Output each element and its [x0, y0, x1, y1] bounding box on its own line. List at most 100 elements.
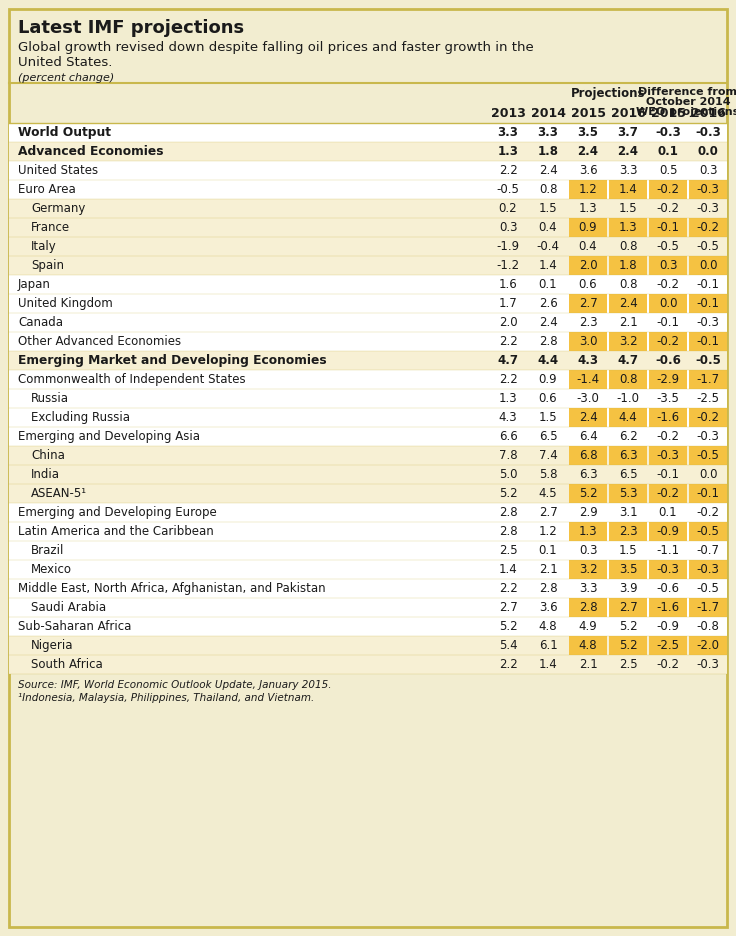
Text: -0.4: -0.4	[537, 240, 559, 253]
Bar	[609, 598, 647, 617]
Bar	[569, 522, 607, 540]
Text: -1.7: -1.7	[696, 601, 720, 614]
Text: -0.8: -0.8	[696, 620, 719, 633]
Bar	[609, 560, 647, 578]
Text: -2.9: -2.9	[657, 373, 679, 386]
Bar	[9, 598, 727, 617]
Text: -0.2: -0.2	[657, 658, 679, 671]
Text: 0.4: 0.4	[578, 240, 598, 253]
Text: 1.2: 1.2	[539, 525, 557, 538]
Bar	[609, 408, 647, 427]
Text: 6.5: 6.5	[539, 430, 557, 443]
Text: -0.2: -0.2	[696, 506, 720, 519]
Text: 4.4: 4.4	[619, 411, 637, 424]
Text: -1.6: -1.6	[657, 601, 679, 614]
Text: 5.2: 5.2	[499, 487, 517, 500]
Text: 4.7: 4.7	[618, 354, 639, 367]
Bar	[609, 370, 647, 388]
Bar	[9, 351, 727, 370]
Text: -0.3: -0.3	[655, 126, 681, 139]
Text: China: China	[31, 449, 65, 462]
Bar	[9, 123, 727, 142]
Text: 4.9: 4.9	[578, 620, 598, 633]
Text: -0.3: -0.3	[696, 202, 719, 215]
Text: 2.0: 2.0	[499, 316, 517, 329]
Text: 0.3: 0.3	[659, 259, 677, 272]
Text: 3.6: 3.6	[578, 164, 598, 177]
Text: 5.2: 5.2	[619, 620, 637, 633]
Text: South Africa: South Africa	[31, 658, 103, 671]
Text: -0.3: -0.3	[657, 563, 679, 576]
Text: 1.5: 1.5	[619, 202, 637, 215]
Bar	[689, 560, 727, 578]
Text: 4.8: 4.8	[578, 639, 598, 652]
Text: 2.4: 2.4	[618, 145, 639, 158]
Text: -0.3: -0.3	[696, 430, 719, 443]
Bar	[9, 275, 727, 294]
Text: 2.2: 2.2	[498, 335, 517, 348]
Text: Projections: Projections	[570, 87, 645, 100]
Text: 5.4: 5.4	[499, 639, 517, 652]
Text: -0.6: -0.6	[657, 582, 679, 595]
Text: 1.7: 1.7	[498, 297, 517, 310]
Text: 2.8: 2.8	[499, 525, 517, 538]
Text: 2.6: 2.6	[539, 297, 557, 310]
Text: -0.5: -0.5	[696, 525, 719, 538]
Text: -0.2: -0.2	[657, 430, 679, 443]
Text: 3.5: 3.5	[578, 126, 598, 139]
Text: -1.9: -1.9	[497, 240, 520, 253]
Bar	[569, 408, 607, 427]
Text: -2.5: -2.5	[657, 639, 679, 652]
Text: 6.2: 6.2	[619, 430, 637, 443]
Text: (percent change): (percent change)	[18, 73, 114, 83]
Text: 6.8: 6.8	[578, 449, 598, 462]
Text: 2.2: 2.2	[498, 164, 517, 177]
Bar	[649, 522, 687, 540]
Text: -0.2: -0.2	[696, 221, 720, 234]
Text: 3.3: 3.3	[537, 126, 559, 139]
Text: October 2014: October 2014	[645, 97, 730, 107]
Text: 6.3: 6.3	[619, 449, 637, 462]
Text: -0.5: -0.5	[657, 240, 679, 253]
Text: -0.3: -0.3	[695, 126, 721, 139]
Bar	[9, 180, 727, 199]
Bar	[609, 332, 647, 350]
Text: Japan: Japan	[18, 278, 51, 291]
Text: -3.0: -3.0	[576, 392, 599, 405]
Bar	[689, 294, 727, 313]
Text: Mexico: Mexico	[31, 563, 72, 576]
Text: -0.5: -0.5	[696, 240, 719, 253]
Text: 3.6: 3.6	[539, 601, 557, 614]
Text: Nigeria: Nigeria	[31, 639, 74, 652]
Bar	[9, 199, 727, 218]
Text: 2016: 2016	[690, 107, 726, 120]
Text: 0.3: 0.3	[578, 544, 597, 557]
Text: -3.5: -3.5	[657, 392, 679, 405]
Text: 2.4: 2.4	[539, 164, 557, 177]
Text: 7.8: 7.8	[499, 449, 517, 462]
Text: -0.5: -0.5	[695, 354, 721, 367]
Text: Brazil: Brazil	[31, 544, 64, 557]
Text: 1.3: 1.3	[499, 392, 517, 405]
Bar	[9, 617, 727, 636]
Text: Excluding Russia: Excluding Russia	[31, 411, 130, 424]
Text: -0.1: -0.1	[696, 278, 720, 291]
Text: 3.2: 3.2	[619, 335, 637, 348]
Bar	[9, 294, 727, 313]
Text: Emerging Market and Developing Economies: Emerging Market and Developing Economies	[18, 354, 327, 367]
Text: 6.6: 6.6	[498, 430, 517, 443]
Text: 2.7: 2.7	[619, 601, 637, 614]
Text: 2.0: 2.0	[578, 259, 598, 272]
Bar	[9, 465, 727, 484]
Text: 0.1: 0.1	[657, 145, 679, 158]
Text: ¹Indonesia, Malaysia, Philippines, Thailand, and Vietnam.: ¹Indonesia, Malaysia, Philippines, Thail…	[18, 693, 314, 703]
Text: 0.8: 0.8	[619, 278, 637, 291]
Text: 2015: 2015	[651, 107, 685, 120]
Bar	[649, 598, 687, 617]
Bar	[649, 446, 687, 464]
Text: 2.5: 2.5	[499, 544, 517, 557]
Text: Emerging and Developing Asia: Emerging and Developing Asia	[18, 430, 200, 443]
Bar	[649, 256, 687, 274]
Text: -0.3: -0.3	[696, 563, 719, 576]
Bar	[9, 522, 727, 541]
